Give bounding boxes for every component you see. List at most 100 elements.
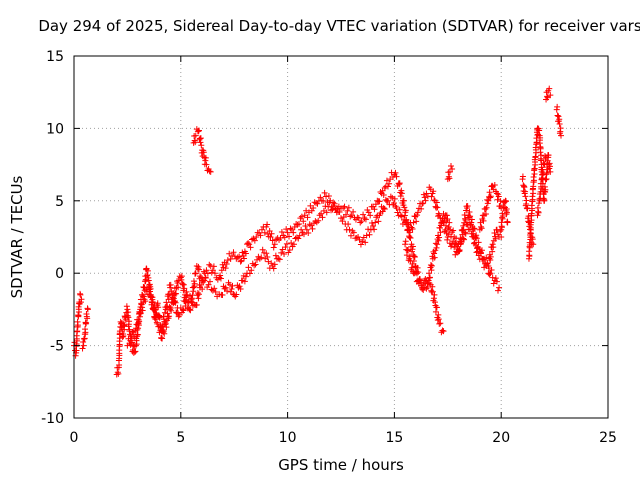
data-point <box>430 188 437 195</box>
data-point <box>271 241 278 248</box>
data-point <box>361 215 368 222</box>
data-point <box>433 244 440 251</box>
data-point <box>437 320 444 327</box>
data-point <box>194 290 201 297</box>
data-point <box>319 214 326 221</box>
data-point <box>171 299 178 306</box>
data-point <box>477 219 484 226</box>
data-point <box>486 189 493 196</box>
data-point <box>460 226 467 233</box>
data-point <box>541 161 548 168</box>
data-point <box>224 257 231 264</box>
data-point <box>251 237 258 244</box>
data-point <box>492 275 499 282</box>
data-point <box>284 229 291 236</box>
data-point <box>315 217 322 224</box>
data-point <box>226 281 233 288</box>
data-point <box>75 309 82 316</box>
data-point <box>258 226 265 233</box>
data-point <box>195 127 202 134</box>
data-point <box>360 211 367 218</box>
data-point <box>344 207 351 214</box>
series-track-14 <box>534 152 550 219</box>
data-point <box>445 223 452 230</box>
data-point <box>154 320 161 327</box>
data-point <box>402 241 409 248</box>
plot-frame <box>73 55 609 419</box>
data-point <box>246 241 253 248</box>
data-point <box>422 197 429 204</box>
data-point <box>80 342 87 349</box>
data-point <box>281 234 288 241</box>
data-point <box>554 112 561 119</box>
data-point <box>200 149 207 156</box>
data-point <box>187 293 194 300</box>
data-point <box>431 254 438 261</box>
data-point <box>323 209 330 216</box>
data-point <box>468 230 475 237</box>
data-point <box>278 249 285 256</box>
data-point <box>313 219 320 226</box>
data-point <box>451 244 458 251</box>
data-point <box>485 197 492 204</box>
data-point <box>189 302 196 309</box>
data-point <box>396 206 403 213</box>
data-point <box>167 281 174 288</box>
data-point <box>526 253 533 260</box>
data-point <box>480 256 487 263</box>
data-point <box>431 250 438 257</box>
data-point <box>413 218 420 225</box>
data-point <box>270 265 277 272</box>
x-axis-label: GPS time / hours <box>278 456 404 474</box>
data-point <box>365 209 372 216</box>
data-point <box>537 195 544 202</box>
data-point <box>390 200 397 207</box>
data-point <box>174 279 181 286</box>
data-point <box>541 152 548 159</box>
data-point <box>483 204 490 211</box>
data-point <box>309 225 316 232</box>
data-point <box>357 219 364 226</box>
data-point <box>350 229 357 236</box>
data-point <box>359 238 366 245</box>
data-point <box>429 288 436 295</box>
data-point <box>487 193 494 200</box>
data-point <box>381 206 388 213</box>
data-point <box>182 296 189 303</box>
data-point <box>204 270 211 277</box>
data-point <box>321 189 328 196</box>
data-point <box>125 309 132 316</box>
data-point <box>265 258 272 265</box>
data-point <box>484 200 491 207</box>
data-point <box>258 254 265 261</box>
data-point <box>217 275 224 282</box>
data-point <box>295 235 302 242</box>
data-point <box>372 201 379 208</box>
y-tick-label: -10 <box>41 411 64 427</box>
data-point <box>161 309 168 316</box>
data-point <box>166 313 173 320</box>
data-point <box>503 209 510 216</box>
data-point <box>84 315 91 322</box>
data-point <box>483 254 490 261</box>
data-point <box>469 228 476 235</box>
data-point <box>414 209 421 216</box>
data-point <box>199 286 206 293</box>
data-point <box>528 217 535 224</box>
data-point <box>306 221 313 228</box>
data-point <box>73 337 80 344</box>
data-point <box>525 218 532 225</box>
data-point <box>203 161 210 168</box>
data-point <box>460 235 467 242</box>
data-point <box>302 222 309 229</box>
data-point <box>166 291 173 298</box>
data-point <box>461 236 468 243</box>
data-point <box>480 217 487 224</box>
data-point <box>487 270 494 277</box>
data-point <box>271 261 278 268</box>
data-point <box>547 168 554 175</box>
data-point <box>248 267 255 274</box>
data-point <box>446 219 453 226</box>
data-point <box>168 307 175 314</box>
data-point <box>478 247 485 254</box>
